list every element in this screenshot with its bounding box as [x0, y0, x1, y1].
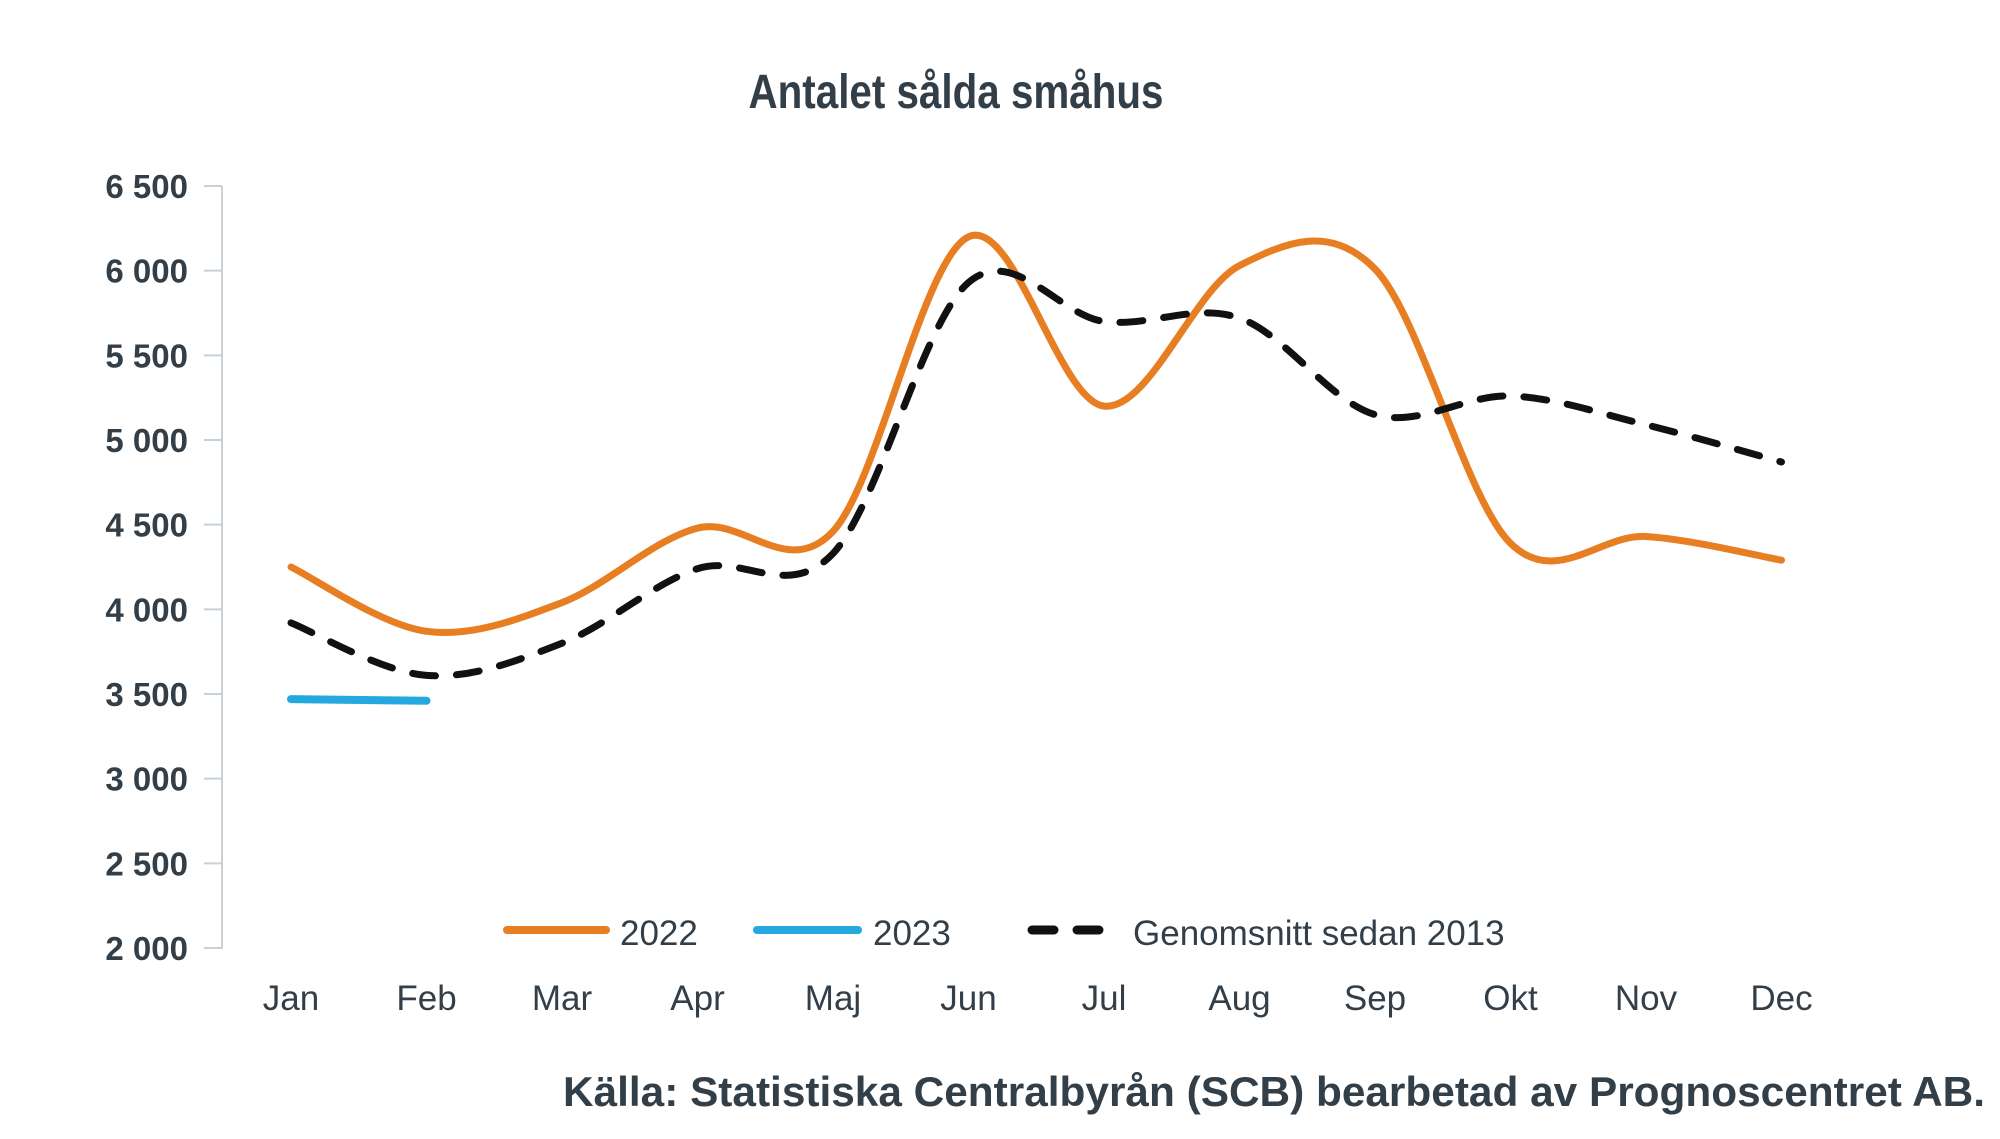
x-tick-label: Okt — [1483, 979, 1538, 1018]
y-tick-label: 5 500 — [105, 337, 188, 374]
legend-label-2023: 2023 — [873, 914, 951, 953]
x-tick-label: Dec — [1750, 979, 1812, 1018]
y-tick-label: 5 000 — [105, 422, 188, 459]
series-line-2023 — [287, 695, 431, 705]
legend-label-2022: 2022 — [620, 914, 698, 953]
y-tick-label: 2 500 — [105, 845, 188, 882]
series-line-2022 — [287, 231, 1785, 636]
x-tick-label: Apr — [670, 979, 725, 1018]
x-tick-label: Jun — [940, 979, 996, 1018]
x-tick-label: Aug — [1208, 979, 1270, 1018]
y-tick-label: 2 000 — [105, 930, 188, 967]
y-tick-label: 4 000 — [105, 591, 188, 628]
plot-lines — [287, 231, 1785, 705]
x-tick-label: Jan — [263, 979, 319, 1018]
y-axis: 2 000 2 500 3 000 3 500 4 000 4 500 5 000 5 500… — [105, 168, 222, 967]
series-line-genomsnitt-sedan-2013 — [287, 267, 1785, 680]
x-tick-label: Maj — [805, 979, 861, 1018]
legend-label-average: Genomsnitt sedan 2013 — [1133, 914, 1505, 953]
legend: 2022 2023 Genomsnitt sedan 2013 — [503, 914, 1505, 953]
x-tick-label: Sep — [1344, 979, 1406, 1018]
y-tick-label: 3 500 — [105, 676, 188, 713]
x-tick-label: Feb — [396, 979, 456, 1018]
x-tick-label: Nov — [1615, 979, 1678, 1018]
y-tick-label: 4 500 — [105, 507, 188, 544]
y-tick-label: 6 000 — [105, 253, 188, 290]
chart-title: Antalet sålda småhus — [749, 66, 1164, 119]
source-note: Källa: Statistiska Centralbyrån (SCB) be… — [563, 1068, 1985, 1115]
x-axis: Jan Feb Mar Apr Maj Jun Jul Aug Sep Okt Nov Dec — [263, 979, 1813, 1018]
x-tick-label: Jul — [1082, 979, 1127, 1018]
y-tick-label: 3 000 — [105, 761, 188, 798]
y-tick-label: 6 500 — [105, 168, 188, 205]
x-tick-label: Mar — [532, 979, 593, 1018]
